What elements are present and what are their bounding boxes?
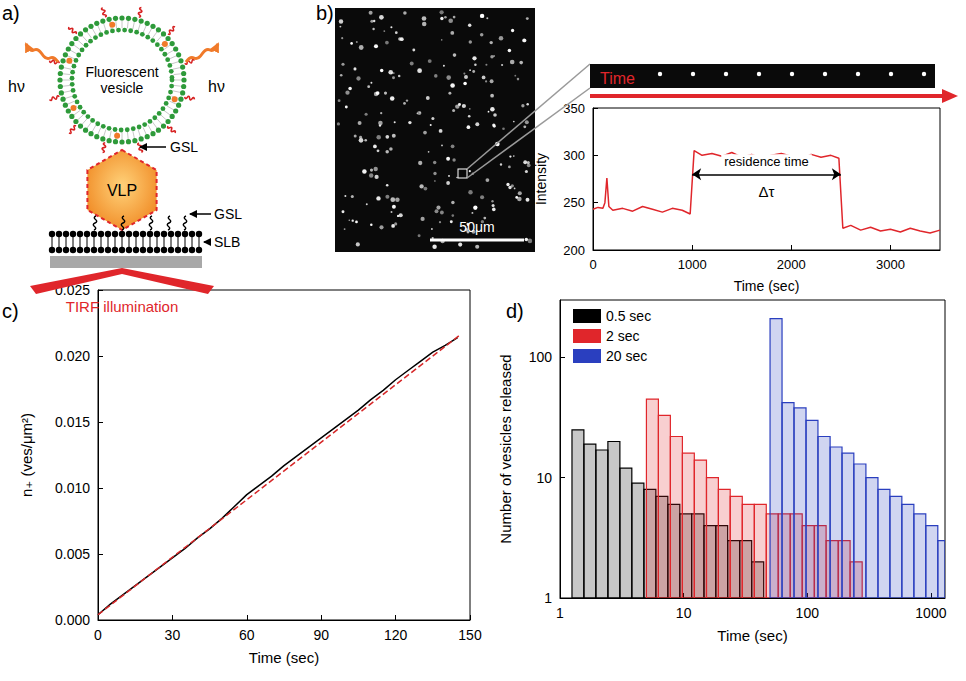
svg-text:200: 200 bbox=[563, 243, 585, 258]
svg-text:100: 100 bbox=[796, 605, 820, 621]
svg-text:Number of vesicles released: Number of vesicles released bbox=[497, 354, 514, 543]
svg-text:0.005: 0.005 bbox=[55, 546, 90, 562]
svg-text:TIRF illumination: TIRF illumination bbox=[66, 298, 179, 315]
svg-text:c): c) bbox=[2, 300, 19, 322]
svg-text:hν: hν bbox=[208, 78, 225, 95]
svg-text:0.025: 0.025 bbox=[55, 282, 90, 298]
svg-text:0.010: 0.010 bbox=[55, 480, 90, 496]
svg-text:0.000: 0.000 bbox=[55, 612, 90, 628]
svg-text:60: 60 bbox=[239, 627, 255, 643]
svg-text:Δτ: Δτ bbox=[759, 183, 775, 200]
svg-text:residence time: residence time bbox=[724, 154, 809, 169]
svg-text:3000: 3000 bbox=[876, 257, 905, 272]
svg-text:300: 300 bbox=[563, 148, 585, 163]
svg-text:n₊ (ves/μm²): n₊ (ves/μm²) bbox=[18, 413, 35, 497]
svg-text:20 sec: 20 sec bbox=[606, 348, 647, 364]
svg-text:250: 250 bbox=[563, 195, 585, 210]
svg-text:Intensity: Intensity bbox=[533, 153, 549, 205]
svg-text:VLP: VLP bbox=[107, 182, 137, 199]
svg-text:50μm: 50μm bbox=[459, 219, 494, 235]
svg-text:SLB: SLB bbox=[214, 234, 240, 250]
svg-text:Time (sec): Time (sec) bbox=[734, 278, 800, 294]
svg-text:150: 150 bbox=[458, 627, 482, 643]
svg-text:0: 0 bbox=[94, 627, 102, 643]
svg-text:Time: Time bbox=[600, 70, 635, 87]
svg-text:90: 90 bbox=[313, 627, 329, 643]
svg-text:120: 120 bbox=[384, 627, 408, 643]
svg-text:Fluorescentvesicle: Fluorescentvesicle bbox=[85, 64, 158, 96]
svg-text:30: 30 bbox=[165, 627, 181, 643]
svg-text:350: 350 bbox=[563, 101, 585, 116]
svg-text:1: 1 bbox=[556, 605, 564, 621]
svg-text:Time (sec): Time (sec) bbox=[249, 649, 319, 666]
svg-text:GSL: GSL bbox=[214, 206, 242, 222]
svg-text:Time (sec): Time (sec) bbox=[717, 627, 787, 644]
svg-text:10: 10 bbox=[536, 470, 552, 486]
svg-text:2 sec: 2 sec bbox=[606, 328, 639, 344]
svg-text:1000: 1000 bbox=[915, 605, 946, 621]
svg-text:b): b) bbox=[316, 2, 334, 24]
svg-text:10: 10 bbox=[676, 605, 692, 621]
svg-text:2000: 2000 bbox=[777, 257, 806, 272]
svg-text:0.5 sec: 0.5 sec bbox=[606, 308, 651, 324]
svg-text:1: 1 bbox=[544, 590, 552, 606]
svg-text:d): d) bbox=[506, 300, 524, 322]
svg-text:1000: 1000 bbox=[678, 257, 707, 272]
svg-text:0.015: 0.015 bbox=[55, 414, 90, 430]
svg-text:hν: hν bbox=[8, 78, 25, 95]
svg-text:0.020: 0.020 bbox=[55, 348, 90, 364]
svg-text:100: 100 bbox=[529, 349, 553, 365]
svg-text:a): a) bbox=[2, 2, 20, 24]
svg-text:GSL: GSL bbox=[170, 139, 198, 155]
svg-text:0: 0 bbox=[589, 257, 596, 272]
